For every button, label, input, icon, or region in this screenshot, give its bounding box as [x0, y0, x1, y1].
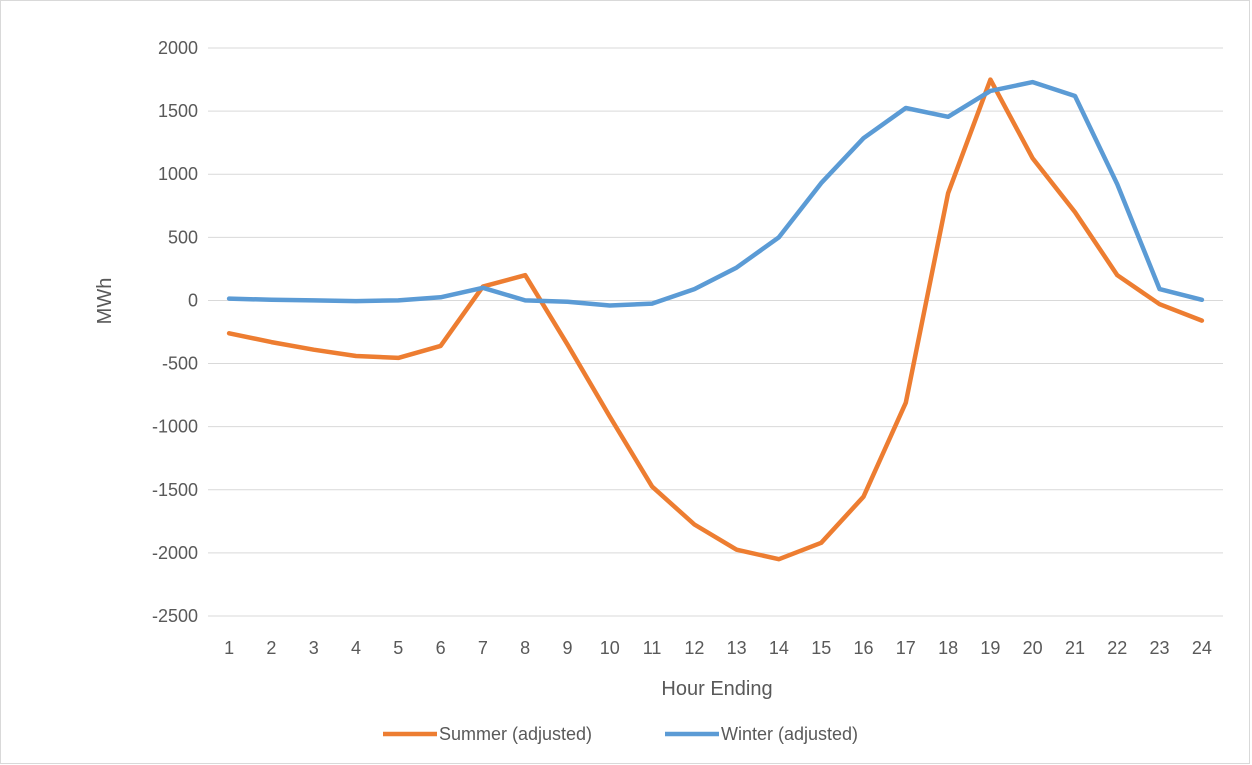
x-tick-label: 16 — [854, 638, 874, 658]
x-tick-label: 8 — [520, 638, 530, 658]
x-tick-label: 2 — [266, 638, 276, 658]
x-tick-label: 1 — [224, 638, 234, 658]
x-axis-title: Hour Ending — [661, 678, 772, 700]
x-tick-label: 9 — [562, 638, 572, 658]
legend-label: Winter (adjusted) — [721, 724, 858, 744]
x-tick-label: 7 — [478, 638, 488, 658]
x-tick-label: 19 — [980, 638, 1000, 658]
x-tick-label: 18 — [938, 638, 958, 658]
y-tick-label: 2000 — [158, 38, 198, 58]
x-tick-label: 22 — [1107, 638, 1127, 658]
series-line-summer-adjusted — [226, 77, 1205, 562]
x-tick-label: 13 — [727, 638, 747, 658]
y-tick-label: -500 — [162, 354, 198, 374]
y-axis-tick-labels: 2000 1500 1000 500 0 -500 -1000 -1500 -2000 -2500 — [152, 38, 198, 626]
y-tick-label: 500 — [168, 227, 198, 247]
x-tick-label: 20 — [1023, 638, 1043, 658]
y-tick-label: -1000 — [152, 417, 198, 437]
x-tick-label: 14 — [769, 638, 789, 658]
series-lines — [226, 77, 1205, 562]
x-tick-label: 4 — [351, 638, 361, 658]
x-tick-label: 5 — [393, 638, 403, 658]
x-tick-label: 12 — [684, 638, 704, 658]
x-tick-label: 24 — [1192, 638, 1212, 658]
series-line-winter-adjusted — [226, 79, 1205, 308]
x-tick-label: 23 — [1150, 638, 1170, 658]
x-tick-label: 6 — [436, 638, 446, 658]
gridlines — [208, 47, 1223, 617]
x-tick-label: 21 — [1065, 638, 1085, 658]
legend: Summer (adjusted) Winter (adjusted) — [383, 724, 858, 744]
x-axis-tick-labels: 1 2 3 4 5 6 7 8 9 10 11 12 13 14 15 16 17 18 19 20 21 22 23 24 — [224, 638, 1212, 658]
y-tick-label: 0 — [188, 290, 198, 310]
x-tick-label: 11 — [643, 638, 662, 658]
x-tick-label: 15 — [811, 638, 831, 658]
x-tick-label: 3 — [309, 638, 319, 658]
y-tick-label: -2000 — [152, 543, 198, 563]
y-tick-label: 1500 — [158, 101, 198, 121]
y-tick-label: -1500 — [152, 480, 198, 500]
x-tick-label: 17 — [896, 638, 916, 658]
y-tick-label: 1000 — [158, 164, 198, 184]
x-tick-label: 10 — [600, 638, 620, 658]
y-tick-label: -2500 — [152, 606, 198, 626]
legend-label: Summer (adjusted) — [439, 724, 592, 744]
y-axis-title: MWh — [94, 278, 116, 325]
